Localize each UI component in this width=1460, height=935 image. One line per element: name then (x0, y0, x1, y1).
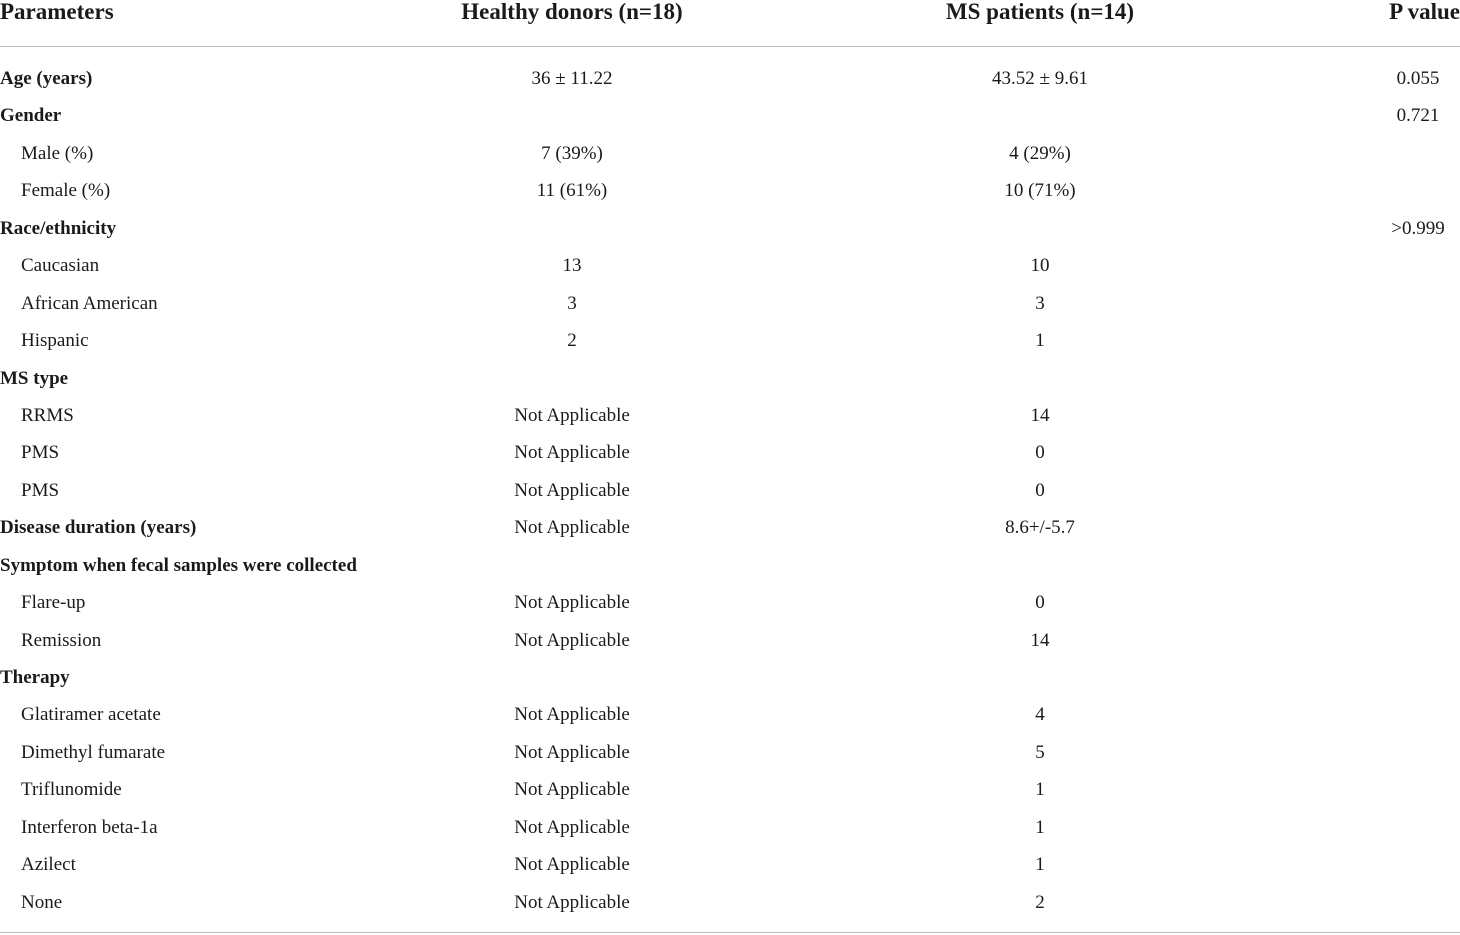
cell-ms-patients: 8.6+/-5.7 (1005, 517, 1075, 539)
table-row: Azilect Not Applicable 1 (0, 846, 1460, 883)
table-row: Symptom when fecal samples were collecte… (0, 547, 1460, 584)
cell-ms-patients: 0 (1035, 442, 1045, 464)
cell-healthy-donors: 11 (61%) (536, 180, 608, 202)
cell-parameter: Disease duration (years) (0, 517, 197, 539)
cell-ms-patients: 14 (1030, 629, 1050, 651)
cell-ms-patients: 0 (1035, 592, 1045, 614)
cell-parameter: African American (21, 292, 158, 314)
cell-parameter: PMS (21, 479, 60, 501)
cell-healthy-donors: 2 (567, 330, 577, 352)
cell-ms-patients: 4 (29%) (1009, 142, 1071, 164)
table-row: None Not Applicable 2 (0, 884, 1460, 921)
table-bottom-rule (0, 932, 1460, 933)
cell-parameter: PMS (21, 442, 60, 464)
table-row: Caucasian 13 10 (0, 247, 1460, 284)
cell-ms-patients: 2 (1035, 891, 1045, 913)
cell-parameter: RRMS (21, 404, 74, 426)
cell-parameter: Remission (21, 629, 102, 651)
table-row: Glatiramer acetate Not Applicable 4 (0, 696, 1460, 733)
cell-healthy-donors: Not Applicable (514, 741, 630, 763)
header-ms-patients: MS patients (n=14) (945, 0, 1135, 24)
table-row: MS type (0, 360, 1460, 397)
cell-healthy-donors: 13 (562, 255, 582, 277)
table-row: Therapy (0, 659, 1460, 696)
cell-ms-patients: 3 (1035, 292, 1045, 314)
cell-healthy-donors: Not Applicable (514, 517, 630, 539)
table-row: Race/ethnicity >0.999 (0, 210, 1460, 247)
cell-healthy-donors: Not Applicable (514, 704, 630, 726)
table-row: Remission Not Applicable 14 (0, 622, 1460, 659)
cell-parameter: Race/ethnicity (0, 217, 117, 239)
cell-healthy-donors: 36 ± 11.22 (531, 68, 613, 89)
cell-healthy-donors: Not Applicable (514, 779, 630, 801)
cell-ms-patients: 5 (1035, 741, 1045, 763)
table-row: African American 3 3 (0, 285, 1460, 322)
cell-p-value: >0.999 (1391, 217, 1445, 239)
cell-parameter: Caucasian (21, 255, 100, 277)
table-row: Flare-up Not Applicable 0 (0, 584, 1460, 621)
table-row: PMS Not Applicable 0 (0, 434, 1460, 471)
cell-healthy-donors: Not Applicable (514, 816, 630, 838)
cell-parameter: Triflunomide (21, 779, 122, 801)
table-row: Dimethyl fumarate Not Applicable 5 (0, 734, 1460, 771)
table-row: Female (%) 11 (61%) 10 (71%) (0, 172, 1460, 209)
table-row: Age (years) 36 ± 11.22 43.52 ± 9.61 0.055 (0, 60, 1460, 97)
cell-ms-patients: 0 (1035, 479, 1045, 501)
cell-parameter: Symptom when fecal samples were collecte… (0, 554, 357, 576)
cell-parameter: Male (%) (21, 142, 94, 164)
cell-ms-patients: 14 (1030, 404, 1050, 426)
table-row: Male (%) 7 (39%) 4 (29%) (0, 135, 1460, 172)
header-p-value: P value (1389, 0, 1460, 24)
cell-healthy-donors: Not Applicable (514, 404, 630, 426)
cell-healthy-donors: Not Applicable (514, 854, 630, 876)
cell-parameter: Glatiramer acetate (21, 704, 161, 726)
cell-ms-patients: 4 (1035, 704, 1045, 726)
cell-healthy-donors: 3 (567, 292, 577, 314)
table-body: Age (years) 36 ± 11.22 43.52 ± 9.61 0.055 Ge… (0, 60, 1460, 921)
cell-healthy-donors: 7 (39%) (541, 142, 603, 164)
cell-parameter: Hispanic (21, 330, 89, 352)
cell-healthy-donors: Not Applicable (514, 629, 630, 651)
cell-parameter: Therapy (0, 667, 70, 688)
cell-parameter: Gender (0, 105, 62, 127)
cell-parameter: Female (%) (21, 180, 111, 202)
cell-healthy-donors: Not Applicable (514, 442, 630, 464)
cell-parameter: None (21, 891, 63, 913)
cell-ms-patients: 1 (1035, 779, 1045, 801)
cell-healthy-donors: Not Applicable (514, 592, 630, 614)
cell-parameter: Flare-up (21, 592, 86, 614)
header-healthy-donors: Healthy donors (n=18) (461, 0, 683, 24)
table-row: Disease duration (years) Not Applicable 8.… (0, 509, 1460, 546)
cell-ms-patients: 10 (1030, 255, 1050, 277)
cell-ms-patients: 10 (71%) (1004, 180, 1076, 202)
cell-parameter: Age (years) (0, 68, 93, 89)
cell-ms-patients: 1 (1035, 816, 1045, 838)
table-row: Triflunomide Not Applicable 1 (0, 771, 1460, 808)
cell-ms-patients: 1 (1035, 854, 1045, 876)
cell-parameter: Azilect (21, 854, 76, 876)
table-header: Parameters Healthy donors (n=18) MS pati… (0, 0, 1460, 47)
cell-parameter: Dimethyl fumarate (21, 741, 166, 763)
cell-p-value: 0.721 (1396, 105, 1440, 127)
table-row: Gender 0.721 (0, 97, 1460, 134)
header-parameters: Parameters (0, 0, 114, 24)
table-row: RRMS Not Applicable 14 (0, 397, 1460, 434)
table-row: PMS Not Applicable 0 (0, 472, 1460, 509)
cell-ms-patients: 43.52 ± 9.61 (992, 68, 1088, 89)
cell-p-value: 0.055 (1396, 68, 1440, 89)
table-row: Hispanic 2 1 (0, 322, 1460, 359)
table-row: Interferon beta-1a Not Applicable 1 (0, 809, 1460, 846)
cell-healthy-donors: Not Applicable (514, 479, 630, 501)
cell-healthy-donors: Not Applicable (514, 891, 630, 913)
cell-parameter: Interferon beta-1a (21, 816, 158, 838)
cell-parameter: MS type (0, 367, 69, 389)
cell-ms-patients: 1 (1035, 330, 1045, 352)
